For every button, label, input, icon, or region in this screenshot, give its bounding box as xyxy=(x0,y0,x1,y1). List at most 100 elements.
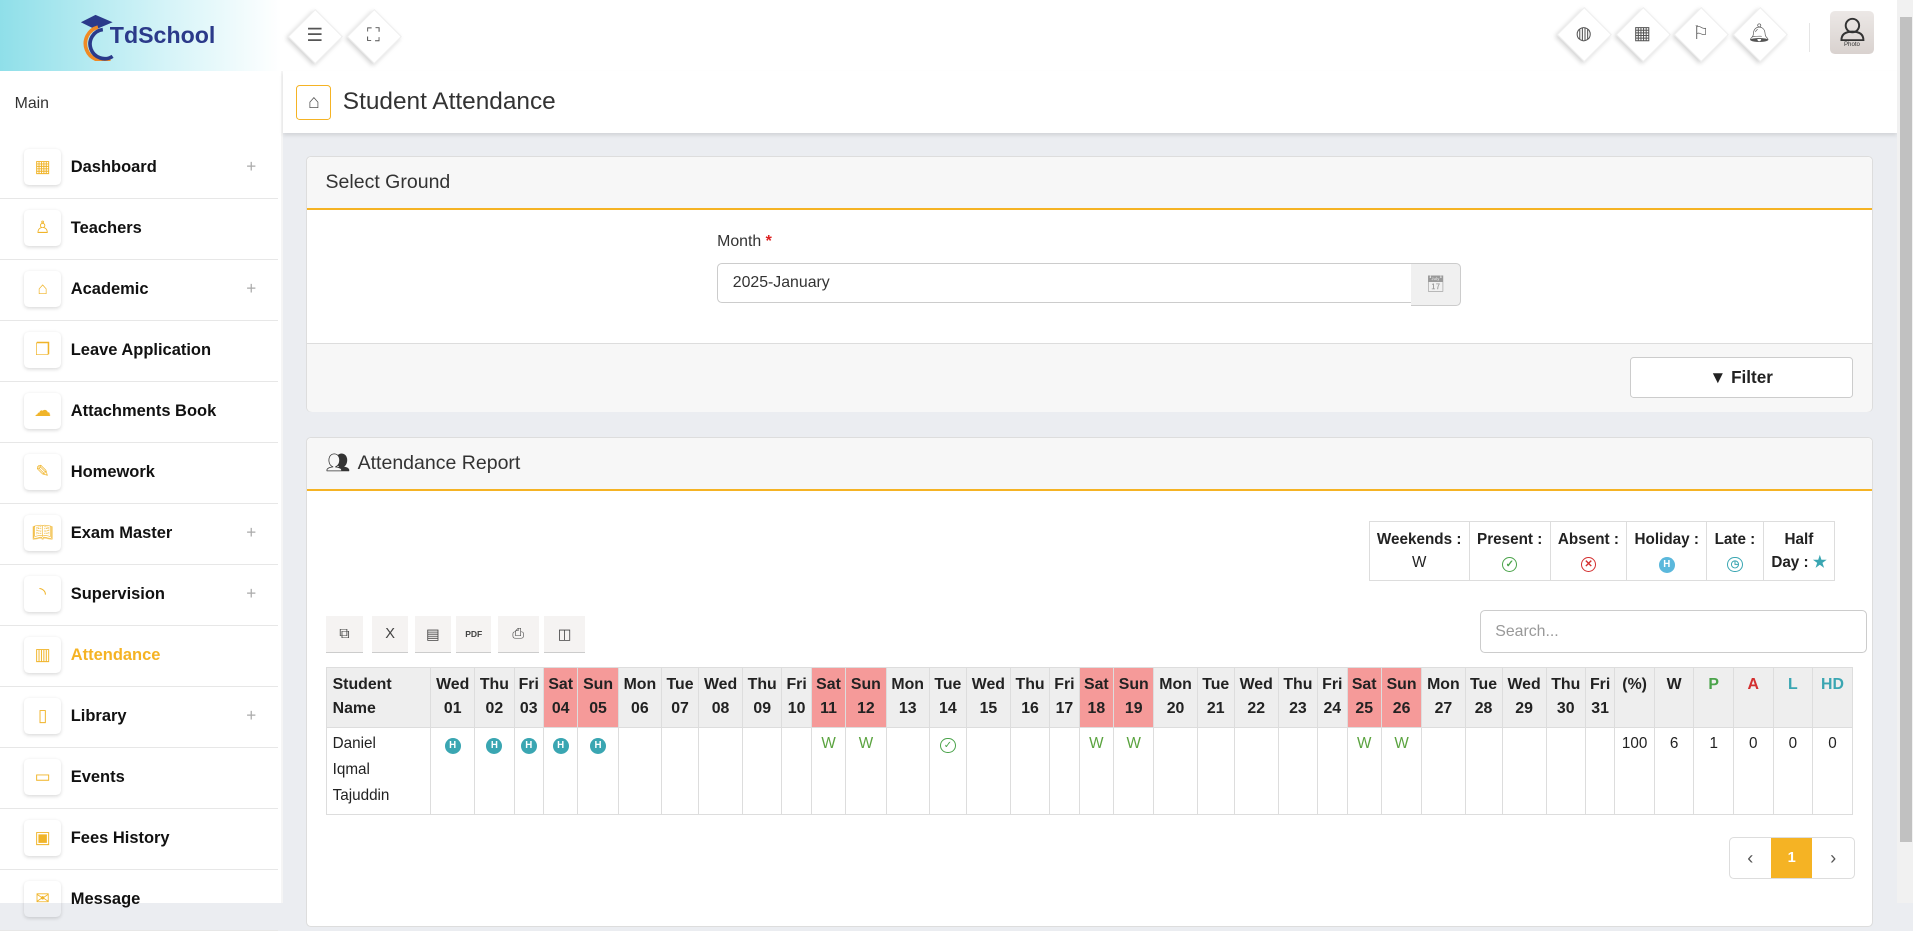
column-header-student-name[interactable]: Student Name xyxy=(325,667,432,728)
column-header-day[interactable]: Sat 25 xyxy=(1346,667,1382,728)
plus-icon[interactable]: + xyxy=(246,157,257,177)
logo[interactable]: TdSchool xyxy=(0,0,281,71)
pdf-button[interactable]: PDF xyxy=(456,615,492,654)
column-visibility-button[interactable]: ◫ xyxy=(543,615,586,654)
prev-page-button[interactable]: ‹ xyxy=(1747,846,1754,868)
avatar[interactable]: Photo xyxy=(1830,10,1874,54)
column-header-day[interactable]: Wed 08 xyxy=(698,667,744,728)
column-header-day[interactable]: Sat 04 xyxy=(542,667,579,728)
column-header-day[interactable]: Sat 11 xyxy=(810,667,847,728)
holiday-icon: H xyxy=(552,737,569,754)
attendance-cell xyxy=(1049,726,1080,816)
column-header-day[interactable]: Wed 01 xyxy=(430,667,476,728)
column-header-day[interactable]: Sun 19 xyxy=(1113,667,1155,728)
next-page-button[interactable]: › xyxy=(1830,846,1837,868)
sidebar-item-fees-history[interactable]: ▣ Fees History xyxy=(0,808,279,870)
sidebar-item-leave-application[interactable]: ❐ Leave Application xyxy=(0,320,279,382)
columns-icon: ◫ xyxy=(557,626,572,643)
column-header-day[interactable]: Wed 15 xyxy=(965,667,1011,728)
column-header-summary[interactable]: W xyxy=(1653,667,1695,728)
scrollbar-thumb[interactable] xyxy=(1899,17,1912,842)
plus-icon[interactable]: + xyxy=(246,706,257,726)
flag-icon: ⚐ xyxy=(1692,21,1709,43)
column-header-summary[interactable]: A xyxy=(1732,667,1774,728)
home-button[interactable]: ⌂ xyxy=(296,85,332,121)
excel-button[interactable]: X xyxy=(371,615,409,654)
column-header-day[interactable]: Sat 18 xyxy=(1078,667,1115,728)
column-header-day[interactable]: Sun 12 xyxy=(845,667,887,728)
sidebar-item-attachments-book[interactable]: ☁ Attachments Book xyxy=(0,381,279,443)
column-header-day[interactable]: Wed 22 xyxy=(1233,667,1279,728)
book-icon: 📖︎ xyxy=(24,515,61,552)
column-header-day[interactable]: Tue 28 xyxy=(1464,667,1503,728)
summary-cell: 6 xyxy=(1653,726,1695,816)
month-input[interactable]: 2025-January xyxy=(717,263,1442,304)
column-header-day[interactable]: Thu 02 xyxy=(474,667,515,728)
column-header-day[interactable]: Fri 17 xyxy=(1049,667,1080,728)
column-header-summary[interactable]: L xyxy=(1772,667,1814,728)
sidebar-item-label: Teachers xyxy=(70,218,142,237)
attendance-cell: H xyxy=(577,726,619,816)
sidebar-item-label: Leave Application xyxy=(70,340,212,359)
sidebar-item-message[interactable]: ✉ Message xyxy=(0,869,279,931)
sidebar-item-academic[interactable]: ⌂ Academic + xyxy=(0,259,279,321)
column-header-day[interactable]: Fri 31 xyxy=(1584,667,1616,728)
sidebar-item-homework[interactable]: ✎ Homework xyxy=(0,442,279,504)
topbar: TdSchool ☰ ⛶ ◍ ▦ ⚐ 🔔︎ Photo xyxy=(0,0,1898,72)
users-icon: 👥︎ xyxy=(325,452,351,475)
column-header-day[interactable]: Tue 21 xyxy=(1196,667,1235,728)
weekend-mark: W xyxy=(1357,734,1372,752)
weekend-mark: W xyxy=(1089,734,1104,752)
attendance-cell xyxy=(1501,726,1547,816)
column-header-summary[interactable]: P xyxy=(1693,667,1734,728)
column-header-day[interactable]: Thu 23 xyxy=(1277,667,1319,728)
filter-icon: ▼ xyxy=(1709,367,1727,387)
holiday-icon: H xyxy=(520,737,537,754)
column-header-day[interactable]: Fri 10 xyxy=(781,667,812,728)
column-header-day[interactable]: Thu 30 xyxy=(1545,667,1586,728)
summary-cell: 0 xyxy=(1812,726,1853,816)
sidebar-section-title: Main xyxy=(14,95,49,113)
column-header-day[interactable]: Wed 29 xyxy=(1501,667,1547,728)
attendance-cell: ✓ xyxy=(928,726,967,816)
column-header-day[interactable]: Fri 03 xyxy=(513,667,544,728)
plus-icon[interactable]: + xyxy=(246,279,257,299)
column-header-day[interactable]: Mon 06 xyxy=(617,667,663,728)
avatar-label: Photo xyxy=(1843,41,1860,48)
sidebar-item-library[interactable]: ▯ Library + xyxy=(0,686,279,748)
column-header-day[interactable]: Fri 24 xyxy=(1317,667,1348,728)
plus-icon[interactable]: + xyxy=(246,584,257,604)
attendance-cell xyxy=(617,726,663,816)
column-header-day[interactable]: Thu 09 xyxy=(742,667,783,728)
page-1-button[interactable]: 1 xyxy=(1770,837,1813,878)
column-header-day[interactable]: Sun 26 xyxy=(1380,667,1423,728)
column-header-day[interactable]: Tue 14 xyxy=(928,667,967,728)
column-header-day[interactable]: Mon 27 xyxy=(1421,667,1466,728)
copy-icon: ⧉ xyxy=(339,626,350,643)
plus-icon[interactable]: + xyxy=(246,523,257,543)
sidebar-item-label: Message xyxy=(70,889,141,908)
month-picker-button[interactable]: 📅︎ xyxy=(1411,263,1462,306)
globe-icon: ◍ xyxy=(1575,21,1592,43)
column-header-day[interactable]: Tue 07 xyxy=(661,667,700,728)
column-header-summary[interactable]: HD xyxy=(1812,667,1853,728)
grid-icon: ▦ xyxy=(24,149,61,186)
csv-button[interactable]: ▤ xyxy=(414,615,452,654)
sidebar-item-dashboard[interactable]: ▦ Dashboard + xyxy=(0,137,279,199)
sidebar-item-supervision[interactable]: ◝ Supervision + xyxy=(0,564,279,626)
column-header-day[interactable]: Mon 13 xyxy=(885,667,930,728)
sidebar-item-attendance[interactable]: ▥ Attendance xyxy=(0,625,279,687)
filter-button[interactable]: ▼ Filter xyxy=(1629,357,1853,399)
column-header-summary[interactable]: (%) xyxy=(1614,667,1655,728)
column-header-day[interactable]: Thu 16 xyxy=(1009,667,1051,728)
page-header: ⌂ Student Attendance xyxy=(283,70,1898,133)
print-button[interactable]: ⎙ xyxy=(497,615,539,654)
sidebar-item-exam-master[interactable]: 📖︎ Exam Master + xyxy=(0,503,279,565)
sidebar-item-teachers[interactable]: ♙ Teachers xyxy=(0,198,279,260)
column-header-day[interactable]: Sun 05 xyxy=(577,667,619,728)
copy-button[interactable]: ⧉ xyxy=(325,615,364,654)
sidebar-item-events[interactable]: ▭ Events xyxy=(0,747,279,809)
search-input[interactable]: Search... xyxy=(1479,609,1868,654)
column-header-day[interactable]: Mon 20 xyxy=(1153,667,1198,728)
edit-icon: ✎ xyxy=(24,454,61,491)
